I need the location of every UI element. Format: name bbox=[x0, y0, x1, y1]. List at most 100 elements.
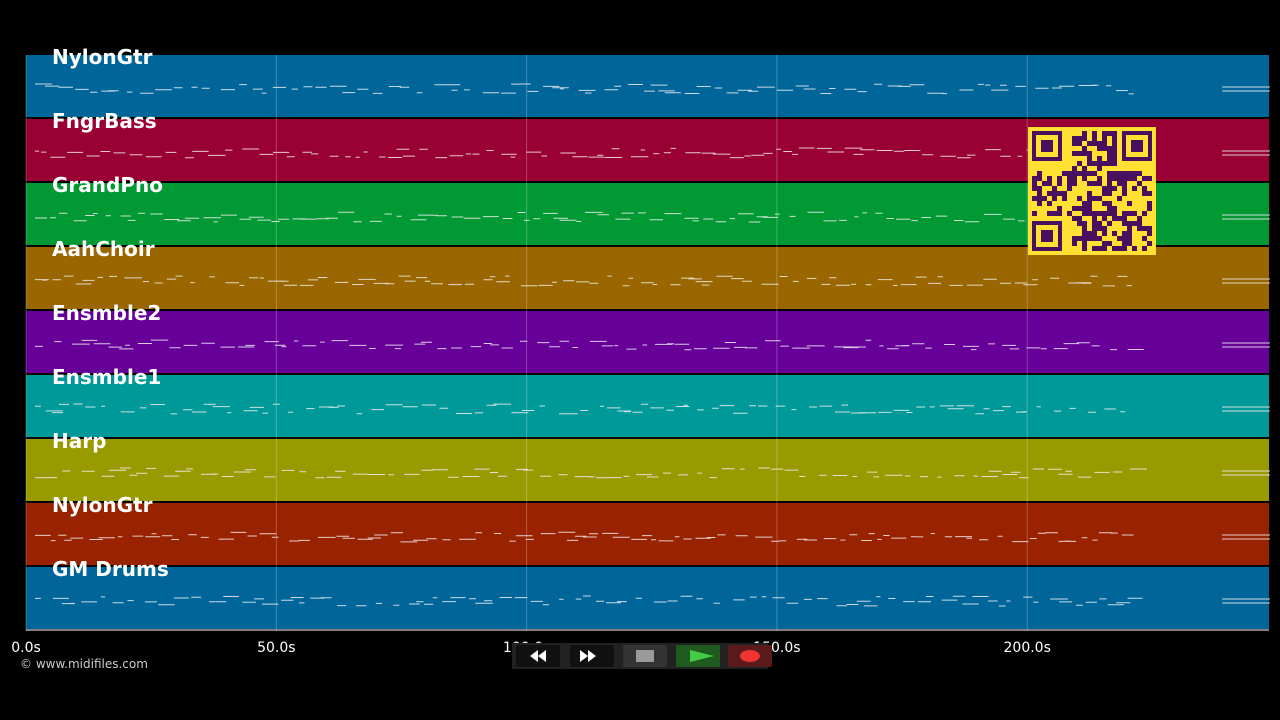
qr-module bbox=[1057, 211, 1062, 216]
qr-module bbox=[1102, 131, 1107, 136]
qr-module bbox=[1077, 196, 1082, 201]
qr-module bbox=[1112, 211, 1117, 216]
qr-module bbox=[1072, 141, 1077, 146]
time-tick-label: 0.0s bbox=[11, 640, 41, 656]
qr-module bbox=[1087, 206, 1092, 211]
qr-module bbox=[1107, 161, 1112, 166]
track-name: FngrBass bbox=[52, 109, 157, 133]
qr-module bbox=[1127, 236, 1132, 241]
qr-module bbox=[1122, 241, 1127, 246]
qr-module bbox=[1122, 221, 1127, 226]
note-lines bbox=[35, 147, 1270, 159]
qr-module bbox=[1087, 191, 1092, 196]
qr-module bbox=[1087, 181, 1092, 186]
qr-module bbox=[1117, 246, 1122, 251]
qr-module bbox=[1097, 196, 1102, 201]
qr-module bbox=[1047, 191, 1052, 196]
track-lane bbox=[26, 311, 1269, 373]
qr-module bbox=[1062, 191, 1067, 196]
qr-module bbox=[1132, 176, 1137, 181]
track-lane bbox=[26, 375, 1269, 437]
qr-module bbox=[1127, 211, 1132, 216]
qr-module bbox=[1132, 186, 1137, 191]
qr-module bbox=[1122, 176, 1127, 181]
note-lines bbox=[35, 531, 1270, 543]
track-lane bbox=[26, 503, 1269, 565]
qr-module bbox=[1092, 171, 1097, 176]
qr-module bbox=[1037, 171, 1042, 176]
qr-module bbox=[1052, 211, 1057, 216]
qr-module bbox=[1082, 171, 1087, 176]
qr-module bbox=[1142, 226, 1147, 231]
qr-module bbox=[1077, 151, 1082, 156]
qr-module bbox=[1097, 141, 1102, 146]
qr-module bbox=[1122, 211, 1127, 216]
qr-module bbox=[1147, 201, 1152, 206]
qr-module bbox=[1112, 176, 1117, 181]
qr-module bbox=[1137, 181, 1142, 186]
qr-module bbox=[1127, 221, 1132, 226]
qr-module bbox=[1117, 216, 1122, 221]
qr-module bbox=[1067, 186, 1072, 191]
qr-module bbox=[1082, 201, 1087, 206]
qr-module bbox=[1052, 186, 1057, 191]
qr-module bbox=[1032, 186, 1037, 191]
qr-module bbox=[1082, 206, 1087, 211]
qr-module bbox=[1107, 176, 1112, 181]
qr-module bbox=[1102, 231, 1107, 236]
qr-module bbox=[1082, 221, 1087, 226]
qr-module bbox=[1102, 136, 1107, 141]
qr-module bbox=[1107, 146, 1112, 151]
qr-module bbox=[1147, 176, 1152, 181]
rewind-icon bbox=[530, 650, 546, 662]
track-lane bbox=[26, 567, 1269, 629]
qr-module bbox=[1107, 201, 1112, 206]
qr-module bbox=[1147, 191, 1152, 196]
qr-module bbox=[1107, 206, 1112, 211]
qr-module bbox=[1107, 241, 1112, 246]
forward-icon bbox=[580, 650, 596, 662]
qr-module bbox=[1107, 186, 1112, 191]
qr-module bbox=[1117, 236, 1122, 241]
qr-module bbox=[1052, 191, 1057, 196]
qr-module bbox=[1107, 156, 1112, 161]
qr-module bbox=[1087, 236, 1092, 241]
qr-module bbox=[1032, 176, 1037, 181]
qr-module bbox=[1142, 176, 1147, 181]
qr-module bbox=[1082, 176, 1087, 181]
qr-module bbox=[1092, 221, 1097, 226]
time-tick-label: 200.0s bbox=[1004, 640, 1051, 656]
qr-module bbox=[1052, 196, 1057, 201]
qr-module bbox=[1032, 211, 1037, 216]
qr-finder bbox=[1041, 230, 1053, 242]
qr-module bbox=[1142, 246, 1147, 251]
track-lane bbox=[26, 439, 1269, 501]
qr-module bbox=[1097, 236, 1102, 241]
qr-module bbox=[1092, 136, 1097, 141]
track-name: Harp bbox=[52, 429, 106, 453]
qr-module bbox=[1057, 181, 1062, 186]
qr-module bbox=[1137, 216, 1142, 221]
qr-module bbox=[1122, 246, 1127, 251]
qr-module bbox=[1077, 136, 1082, 141]
qr-module bbox=[1102, 191, 1107, 196]
qr-module bbox=[1072, 236, 1077, 241]
qr-module bbox=[1097, 156, 1102, 161]
qr-module bbox=[1072, 151, 1077, 156]
qr-module bbox=[1132, 211, 1137, 216]
qr-module bbox=[1087, 171, 1092, 176]
qr-module bbox=[1082, 241, 1087, 246]
qr-module bbox=[1122, 181, 1127, 186]
track-name: GrandPno bbox=[52, 173, 163, 197]
qr-module bbox=[1112, 246, 1117, 251]
qr-module bbox=[1112, 136, 1117, 141]
qr-module bbox=[1072, 136, 1077, 141]
qr-module bbox=[1127, 176, 1132, 181]
qr-module bbox=[1147, 226, 1152, 231]
qr-module bbox=[1117, 196, 1122, 201]
qr-module bbox=[1102, 226, 1107, 231]
qr-module bbox=[1102, 211, 1107, 216]
qr-module bbox=[1097, 166, 1102, 171]
qr-module bbox=[1087, 156, 1092, 161]
qr-module bbox=[1112, 231, 1117, 236]
